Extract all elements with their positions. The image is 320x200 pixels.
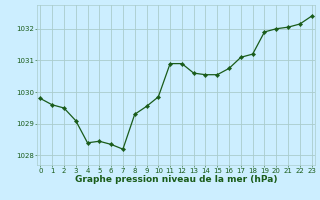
X-axis label: Graphe pression niveau de la mer (hPa): Graphe pression niveau de la mer (hPa) bbox=[75, 175, 277, 184]
